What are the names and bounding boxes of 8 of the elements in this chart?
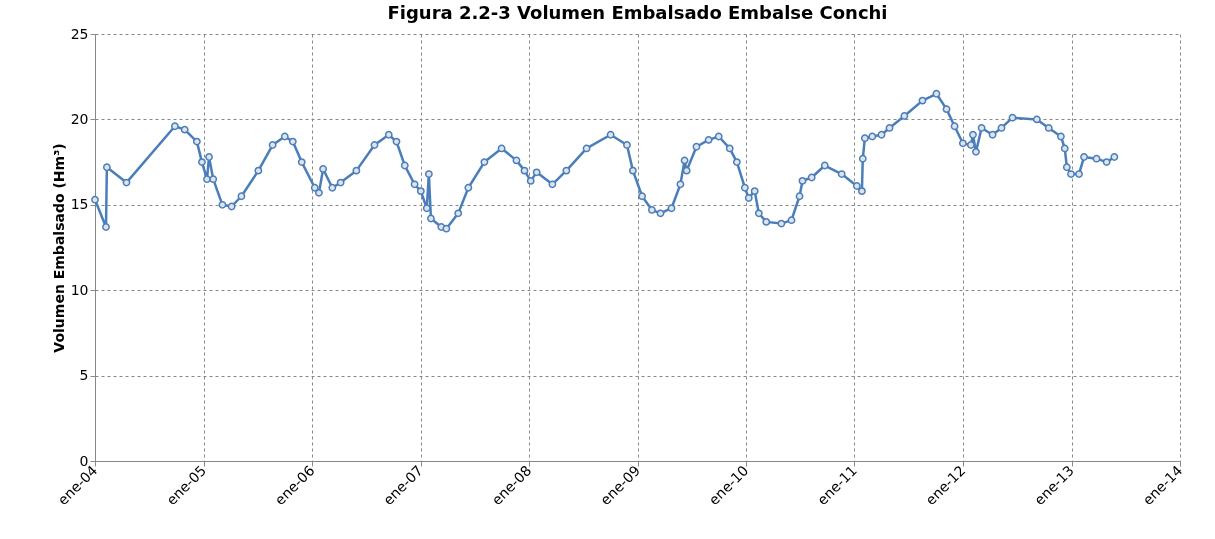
- y-tick-label: 0: [79, 452, 89, 469]
- y-tick-label: 5: [79, 367, 89, 384]
- y-tick-label: 20: [70, 110, 89, 127]
- chart-title: Figura 2.2-3 Volumen Embalsado Embalse Conchi: [387, 2, 888, 23]
- y-tick-label: 25: [70, 25, 89, 42]
- y-tick-label: 10: [70, 281, 89, 298]
- y-axis-title: Volumen Embalsado (Hm³): [50, 143, 67, 353]
- y-tick-label: 15: [70, 196, 89, 213]
